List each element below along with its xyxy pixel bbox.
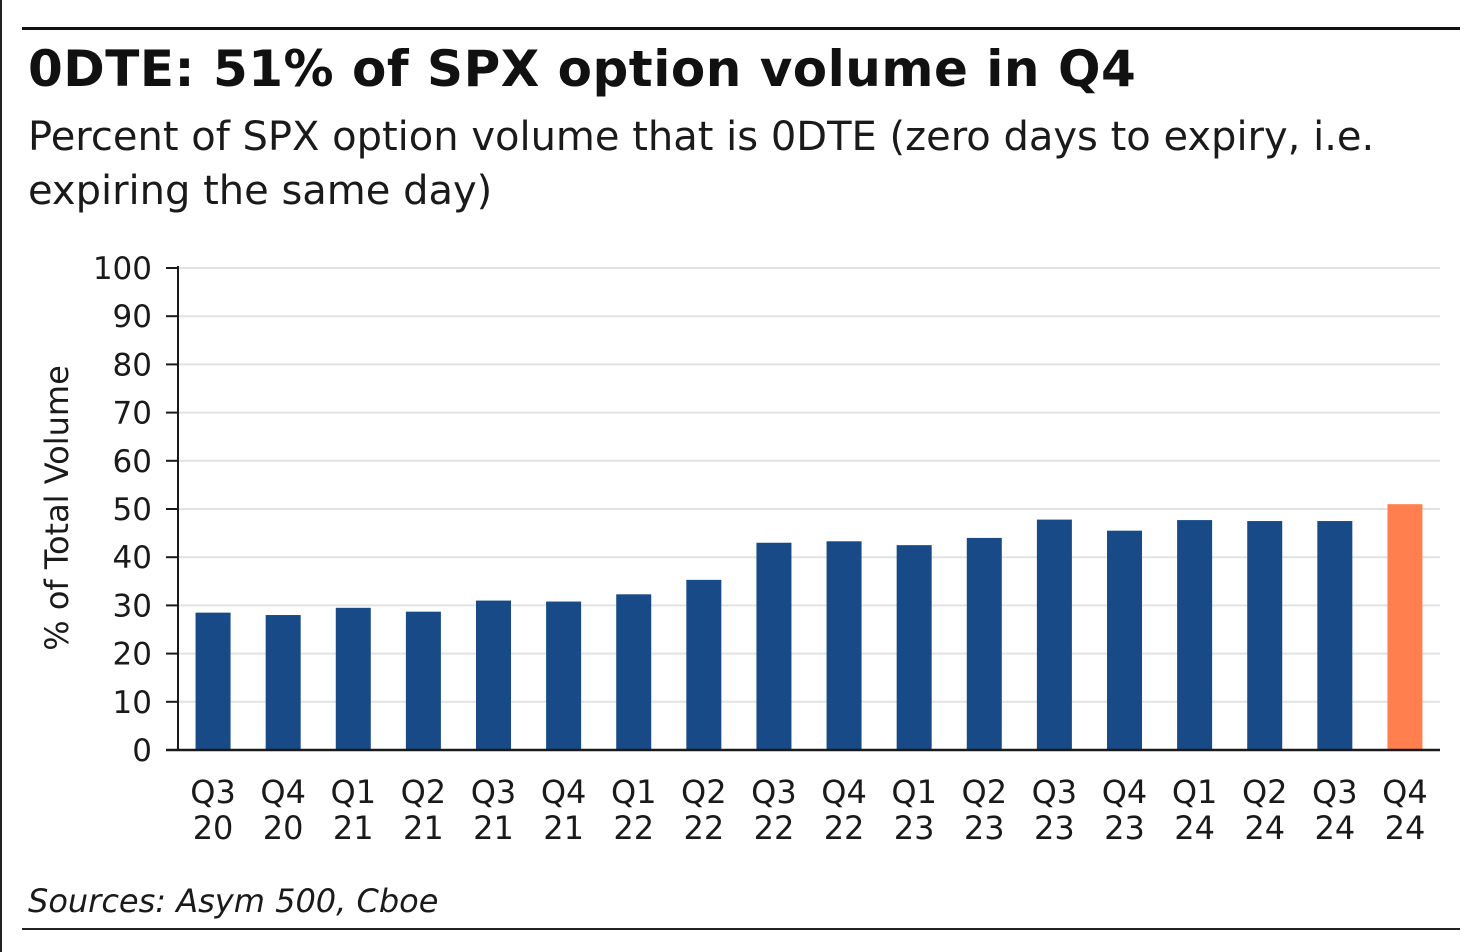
- bar-Q3-20: [195, 612, 231, 750]
- x-tick-label-year: 24: [1174, 809, 1215, 847]
- x-tick-label-year: 22: [824, 809, 865, 847]
- frame-left-border: [0, 0, 2, 952]
- x-tick-label-quarter: Q3: [190, 773, 236, 811]
- x-tick-label-year: 22: [613, 809, 654, 847]
- bar-Q4-23: [1107, 530, 1142, 750]
- bar-Q2-22: [686, 579, 722, 750]
- bar-Q2-24: [1247, 521, 1283, 750]
- x-tick-label-quarter: Q3: [1312, 773, 1358, 811]
- x-tick-label-year: 23: [894, 809, 935, 847]
- bottom-rule: [22, 928, 1460, 930]
- x-tick-label-quarter: Q3: [1032, 773, 1078, 811]
- bar-Q3-21: [476, 600, 511, 750]
- x-tick-label-quarter: Q4: [821, 773, 867, 811]
- y-tick-label-30: 30: [113, 588, 152, 624]
- x-tick-label-quarter: Q1: [331, 773, 377, 811]
- x-tick-label-quarter: Q2: [681, 773, 727, 811]
- y-tick-label-20: 20: [113, 637, 152, 673]
- bar-Q3-23: [1036, 519, 1072, 750]
- axes: [166, 266, 1440, 752]
- x-tick-label-quarter: Q1: [891, 773, 937, 811]
- chart-subtitle: Percent of SPX option volume that is 0DT…: [28, 114, 1375, 214]
- x-tick-label-quarter: Q4: [1102, 773, 1148, 811]
- x-tick-label-quarter: Q2: [962, 773, 1008, 811]
- x-tick-label-quarter: Q2: [1242, 773, 1288, 811]
- y-tick-label-60: 60: [113, 444, 152, 480]
- x-tick-label-quarter: Q4: [1382, 773, 1428, 811]
- x-tick-label-year: 23: [1034, 809, 1075, 847]
- bar-Q4-20: [265, 615, 301, 750]
- y-tick-label-40: 40: [113, 540, 152, 576]
- x-tick-labels: Q320Q420Q121Q221Q321Q421Q122Q222Q322Q422…: [190, 773, 1427, 847]
- x-tick-label-quarter: Q4: [541, 773, 587, 811]
- x-tick-label-year: 23: [964, 809, 1005, 847]
- y-tick-label-100: 100: [93, 251, 152, 287]
- bar-Q2-21: [405, 611, 441, 750]
- x-tick-label-year: 21: [333, 809, 374, 847]
- x-tick-label-year: 20: [193, 809, 234, 847]
- x-tick-label-year: 23: [1104, 809, 1145, 847]
- y-tick-label-50: 50: [113, 492, 152, 528]
- bar-Q1-21: [335, 607, 371, 750]
- x-tick-label-quarter: Q2: [401, 773, 447, 811]
- bar-Q1-22: [616, 594, 652, 750]
- bars: [195, 504, 1423, 750]
- x-tick-label-quarter: Q1: [1172, 773, 1218, 811]
- y-tick-label-70: 70: [113, 396, 152, 432]
- x-tick-label-quarter: Q4: [260, 773, 306, 811]
- bar-Q3-24: [1317, 521, 1353, 750]
- y-tick-label-10: 10: [113, 685, 152, 721]
- bar-Q4-22: [826, 541, 862, 750]
- bar-Q3-22: [756, 542, 792, 750]
- y-axis-label: % of Total Volume: [38, 365, 76, 651]
- x-tick-label-year: 20: [263, 809, 304, 847]
- y-tick-label-0: 0: [132, 733, 152, 769]
- bar-Q1-24: [1177, 520, 1213, 750]
- x-tick-label-year: 24: [1244, 809, 1285, 847]
- x-tick-label-year: 21: [473, 809, 514, 847]
- y-tick-label-90: 90: [113, 299, 152, 335]
- x-tick-label-year: 22: [683, 809, 724, 847]
- x-tick-label-quarter: Q1: [611, 773, 657, 811]
- chart-title: 0DTE: 51% of SPX option volume in Q4: [28, 40, 1137, 98]
- x-tick-label-quarter: Q3: [471, 773, 517, 811]
- x-tick-label-quarter: Q3: [751, 773, 797, 811]
- bar-Q4-24: [1387, 504, 1423, 750]
- x-tick-label-year: 21: [403, 809, 444, 847]
- bar-Q1-23: [896, 545, 932, 750]
- bar-Q4-21: [546, 601, 582, 750]
- gridlines: [178, 267, 1440, 703]
- bar-Q2-23: [966, 537, 1002, 750]
- y-tick-label-80: 80: [113, 347, 152, 383]
- x-tick-label-year: 24: [1314, 809, 1355, 847]
- x-tick-label-year: 24: [1385, 809, 1426, 847]
- y-tick-labels: 0 10 20 30 40 50 60 70 80 90 100: [93, 251, 152, 769]
- x-tick-label-year: 21: [543, 809, 584, 847]
- top-rule: [22, 27, 1460, 30]
- source-note: Sources: Asym 500, Cboe: [28, 882, 439, 920]
- x-tick-label-year: 22: [754, 809, 795, 847]
